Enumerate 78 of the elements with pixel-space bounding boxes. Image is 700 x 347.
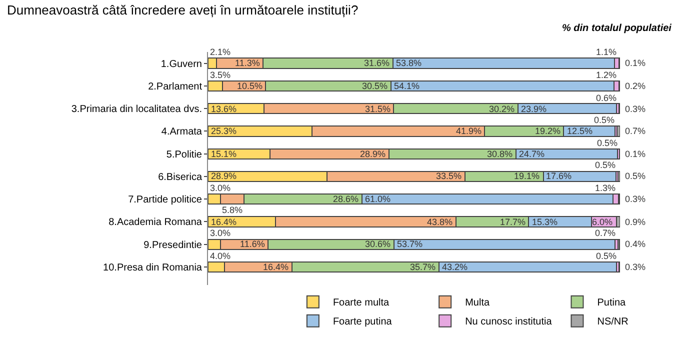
y-tick-label: 2.Parlament: [148, 81, 202, 92]
data-label: 33.5%: [436, 171, 462, 181]
y-tick-label: 3.Primaria din localitatea dvs.: [71, 104, 202, 116]
data-label: 31.5%: [365, 104, 391, 114]
legend-label: Foarte putina: [332, 316, 392, 328]
y-tick-label: 9.Presedintie: [144, 240, 202, 251]
chart-subtitle: % din totalul populatiei: [562, 23, 672, 34]
data-label: 15.1%: [211, 149, 237, 159]
data-label: 0.9%: [625, 217, 646, 227]
data-label: 19.2%: [535, 126, 561, 136]
legend-label: Nu cunosc institutia: [465, 316, 552, 328]
data-label: 2.1%: [210, 47, 231, 57]
legend-label: Putina: [597, 298, 626, 309]
data-label: 19.1%: [514, 171, 540, 181]
data-label: 4.0%: [210, 251, 231, 261]
y-tick-label: 5.Politie: [166, 149, 202, 160]
data-label: 0.5%: [595, 160, 616, 170]
data-label: 35.7%: [410, 262, 436, 272]
data-label: 0.5%: [596, 251, 617, 261]
y-tick-label: 1.Guvern: [160, 58, 202, 70]
data-label: 3.0%: [210, 228, 231, 238]
legend-label: Multa: [465, 298, 490, 309]
data-label: 16.4%: [211, 217, 237, 227]
data-label: 15.3%: [532, 217, 558, 227]
data-label: 30.2%: [489, 104, 515, 114]
data-label: 0.7%: [625, 126, 646, 136]
data-label: 23.9%: [521, 104, 547, 114]
data-label: 43.2%: [442, 262, 468, 272]
data-label: 17.6%: [546, 171, 572, 181]
data-label: 0.5%: [625, 171, 646, 181]
data-label: 10.5%: [237, 81, 263, 91]
legend-label: Foarte multa: [332, 298, 390, 309]
data-label: 28.9%: [360, 149, 386, 159]
data-label: 1.3%: [595, 183, 616, 193]
data-label: 0.3%: [625, 194, 646, 204]
data-label: 11.3%: [235, 58, 260, 68]
y-tick-label: 6.Biserica: [158, 172, 202, 183]
data-label: 0.5%: [594, 115, 615, 125]
data-label: 28.9%: [211, 171, 237, 181]
data-label: 53.7%: [397, 239, 423, 249]
data-label: 30.6%: [365, 239, 391, 249]
data-label: 12.5%: [567, 126, 593, 136]
data-label: 3.0%: [210, 183, 231, 193]
data-label: 0.1%: [625, 149, 646, 159]
y-tick-label: 4.Armata: [161, 126, 202, 138]
data-label: 6.0%: [592, 217, 613, 227]
data-label: 5.8%: [222, 205, 243, 215]
data-label: 1.2%: [596, 70, 617, 80]
data-label: 16.4%: [263, 262, 289, 272]
data-label: 24.7%: [519, 149, 545, 159]
data-label: 1.1%: [596, 47, 617, 57]
data-label: 0.4%: [625, 239, 646, 249]
data-label: 11.6%: [240, 239, 265, 249]
data-label: 13.6%: [211, 104, 237, 114]
legend-label: NS/NR: [597, 316, 628, 328]
chart-title: Dumneavoastră câtă încredere aveți în următoarele instituții?: [7, 2, 358, 18]
data-label: 0.2%: [625, 81, 646, 91]
data-label: 43.8%: [427, 217, 453, 227]
data-label: 28.6%: [333, 194, 359, 204]
data-label: 3.5%: [210, 70, 231, 80]
data-label: 0.6%: [596, 93, 617, 103]
data-label: 41.9%: [456, 126, 482, 136]
data-label: 53.8%: [396, 58, 422, 68]
data-label: 0.5%: [597, 138, 618, 148]
y-tick-label: 7.Partide politice: [128, 194, 202, 206]
y-tick-label: 8.Academia Romana: [108, 217, 202, 228]
data-label: 30.8%: [487, 149, 513, 159]
data-label: 0.7%: [595, 228, 616, 238]
data-label: 54.1%: [394, 81, 420, 91]
data-label: 0.3%: [625, 262, 646, 272]
data-label: 25.3%: [211, 126, 237, 136]
data-label: 31.6%: [364, 58, 390, 68]
data-label: 0.1%: [625, 58, 646, 68]
y-tick-label: 10.Presa din Romania: [103, 262, 202, 274]
data-label: 17.7%: [500, 217, 526, 227]
data-label: 0.3%: [625, 104, 646, 114]
data-label: 30.5%: [362, 81, 388, 91]
data-label: 61.0%: [365, 194, 391, 204]
